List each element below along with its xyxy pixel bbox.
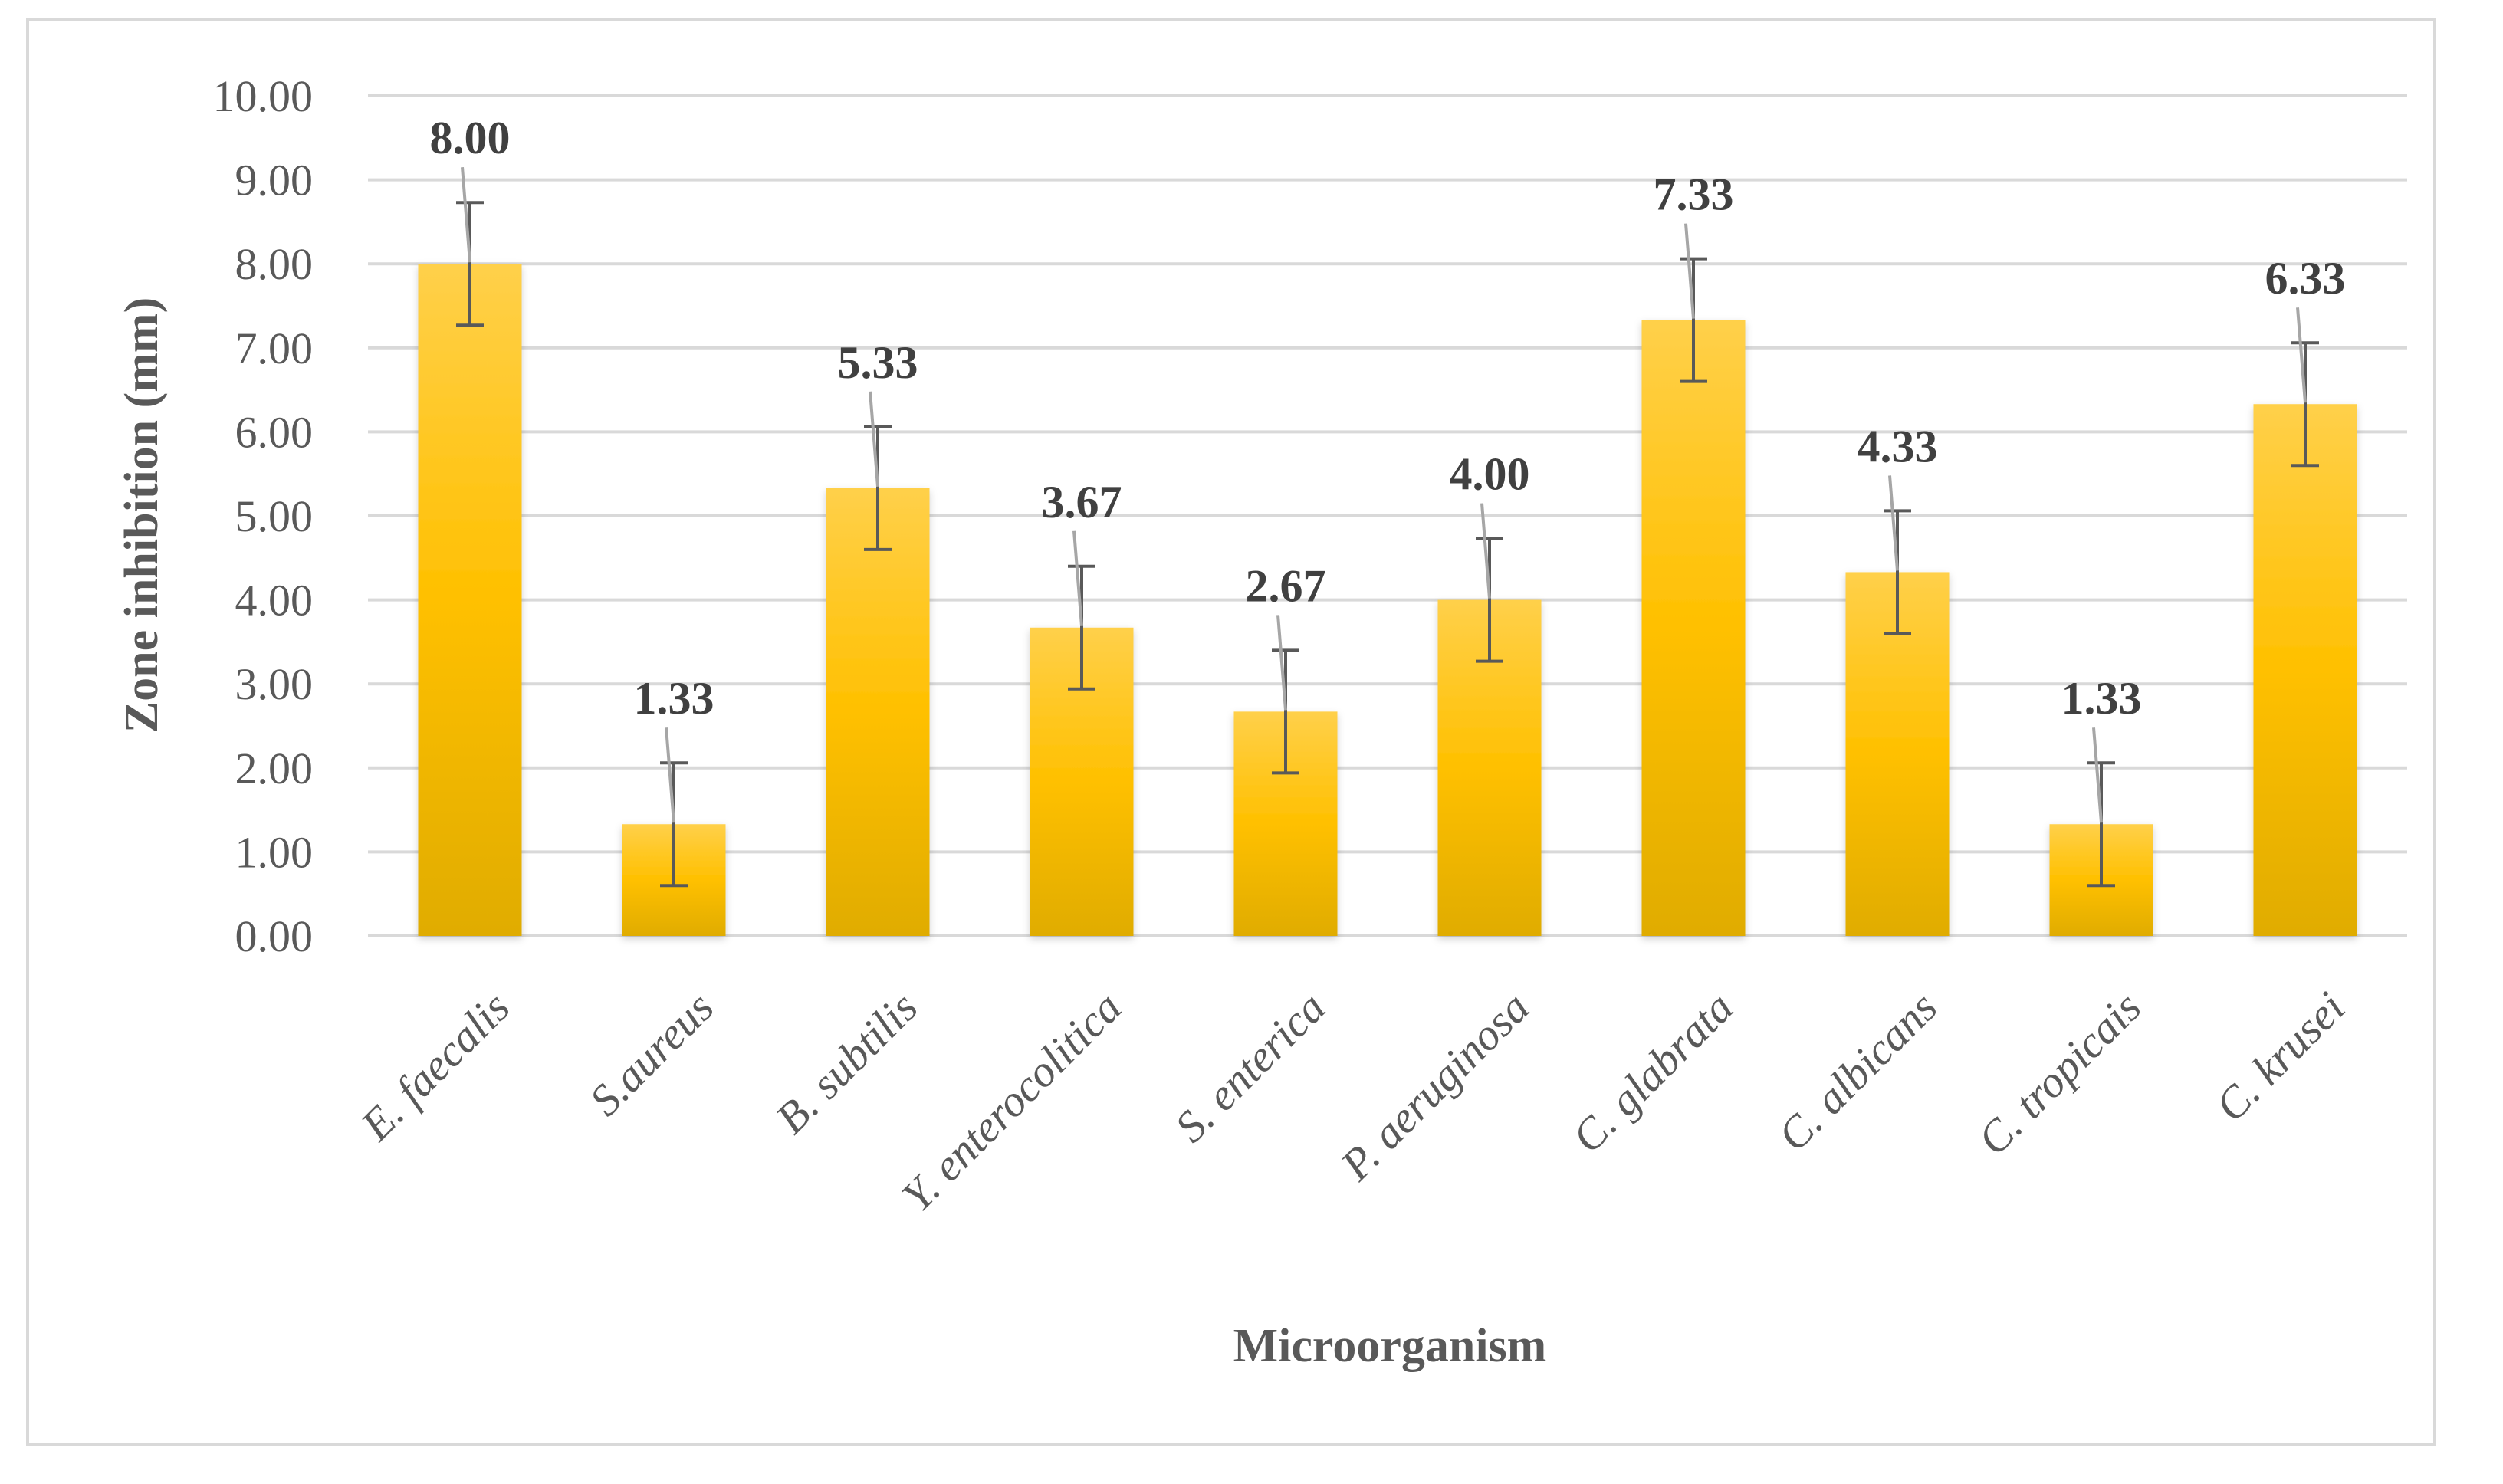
x-tick-label: S. enterica	[1165, 982, 1335, 1151]
error-bar	[1272, 648, 1299, 775]
data-label-leader	[461, 167, 471, 263]
x-tick-label: C. krusei	[2206, 982, 2354, 1131]
y-tick-label: 7.00	[235, 323, 314, 373]
data-labels: 8.00 1.33 5.33 3.67 2.67 4.00 7.33 4.33 1.33 6.33	[430, 113, 2346, 823]
data-label-leader	[1072, 530, 1083, 626]
x-tick-label: C. glabrata	[1562, 982, 1743, 1162]
bar	[826, 488, 930, 936]
error-bars	[456, 201, 2319, 888]
data-label-leader	[2296, 307, 2307, 403]
error-bar	[2291, 341, 2319, 468]
error-bar	[1476, 537, 1503, 663]
bars	[418, 264, 2357, 937]
data-label-leader	[1888, 475, 1899, 571]
data-label-leader	[1480, 503, 1491, 599]
data-label: 5.33	[838, 337, 918, 388]
data-label-leader	[2092, 727, 2103, 823]
x-tick-label: P. aeruginosa	[1331, 982, 1539, 1190]
data-label: 3.67	[1042, 477, 1122, 527]
y-axis-title: Zone inhibition (mm)	[116, 297, 168, 733]
y-axis-ticks: 0.00 1.00 2.00 3.00 4.00 5.00 6.00 7.00 8.00 9.00…	[213, 71, 314, 961]
x-tick-label: Y. enterocolitica	[892, 982, 1131, 1221]
data-label: 4.00	[1450, 449, 1530, 500]
data-label: 2.67	[1246, 560, 1326, 611]
data-label: 1.33	[634, 673, 714, 724]
x-axis-title: Microorganism	[1233, 1320, 1547, 1372]
bar	[2253, 404, 2357, 936]
error-bar	[660, 761, 688, 888]
error-bar	[1884, 509, 1911, 635]
data-label-leader	[1276, 615, 1287, 711]
y-tick-label: 10.00	[213, 71, 314, 121]
bar	[1641, 320, 1746, 937]
y-tick-label: 1.00	[235, 827, 314, 877]
y-tick-label: 4.00	[235, 576, 314, 625]
error-bar	[1680, 257, 1707, 383]
y-tick-label: 3.00	[235, 659, 314, 709]
x-tick-label: C. tropicais	[1968, 982, 2150, 1164]
error-bar	[1068, 564, 1095, 691]
x-tick-label: S.aureus	[580, 982, 723, 1125]
y-tick-label: 2.00	[235, 744, 314, 793]
error-bar	[2087, 761, 2115, 888]
data-label: 7.33	[1654, 169, 1734, 220]
data-label: 6.33	[2265, 253, 2346, 304]
data-label-leader	[1684, 223, 1695, 319]
data-label: 8.00	[430, 113, 511, 163]
data-label-leader	[869, 391, 879, 487]
data-label: 1.33	[2061, 673, 2142, 724]
bar	[418, 264, 522, 936]
y-tick-label: 9.00	[235, 156, 314, 205]
x-tick-label: B. subtilis	[766, 982, 927, 1143]
x-tick-label: C. albicans	[1768, 982, 1946, 1161]
x-tick-label: E. faecalis	[350, 982, 519, 1151]
y-tick-label: 0.00	[235, 911, 314, 961]
y-tick-label: 6.00	[235, 407, 314, 457]
y-tick-label: 5.00	[235, 491, 314, 541]
data-label: 4.33	[1858, 421, 1938, 471]
data-label-leader	[665, 727, 675, 823]
error-bar	[864, 425, 892, 551]
y-tick-label: 8.00	[235, 239, 314, 289]
error-bar	[456, 201, 484, 327]
